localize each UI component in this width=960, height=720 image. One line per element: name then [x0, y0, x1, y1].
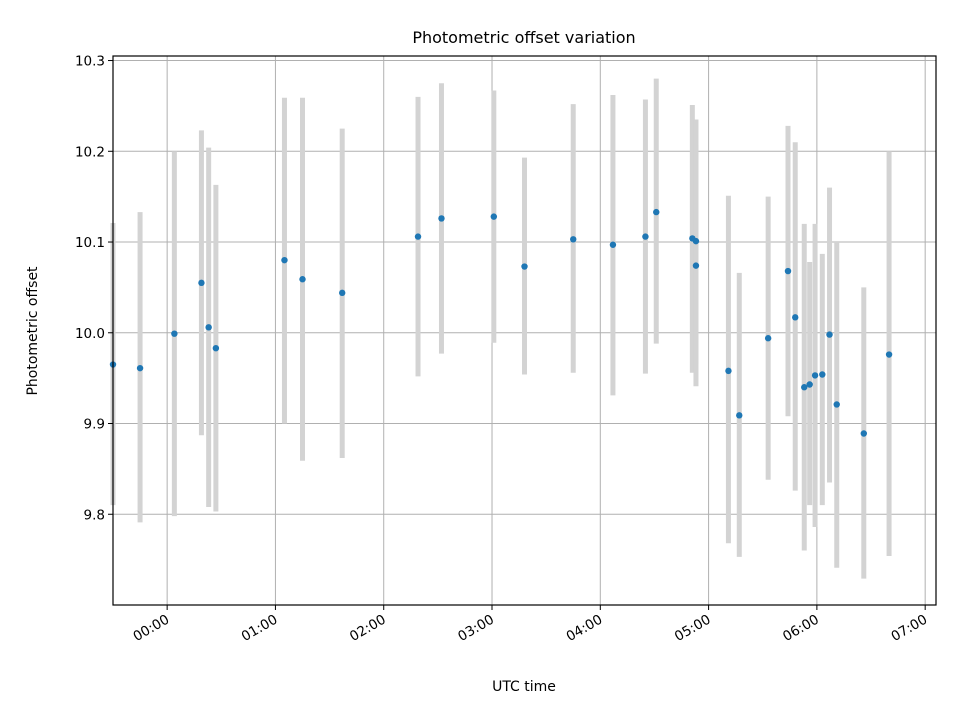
data-point	[833, 401, 840, 408]
data-point	[826, 331, 833, 338]
y-axis-label: Photometric offset	[25, 266, 41, 396]
data-point	[860, 430, 868, 437]
data-point	[885, 351, 893, 358]
data-point	[692, 262, 700, 269]
data-point	[811, 372, 819, 379]
data-point	[692, 237, 700, 245]
data-point	[801, 384, 808, 391]
y-tick-label: 10.1	[75, 235, 105, 251]
plot-area-frame	[112, 55, 937, 606]
y-tick-label: 9.8	[84, 507, 105, 523]
y-tick-label: 9.9	[84, 417, 105, 433]
data-points	[109, 208, 893, 437]
data-point	[736, 412, 743, 419]
data-point	[784, 267, 792, 275]
y-tick-label: 10.0	[75, 326, 105, 342]
data-point	[642, 233, 649, 240]
chart-title: Photometric offset variation	[412, 28, 635, 47]
data-point	[725, 367, 732, 375]
data-point	[136, 364, 144, 372]
data-point	[490, 213, 498, 220]
data-point	[764, 335, 772, 342]
data-point	[609, 241, 617, 248]
y-axis-ticks: 9.8 9.9 10.0 10.1 10.2 10.3	[75, 54, 113, 523]
x-axis-label: UTC time	[492, 679, 556, 695]
data-point	[198, 279, 205, 287]
data-point	[521, 263, 528, 270]
data-point	[339, 289, 346, 297]
data-point	[281, 256, 288, 264]
data-point	[570, 236, 577, 243]
y-tick-label: 10.2	[75, 144, 105, 160]
data-point	[819, 371, 826, 378]
data-point	[653, 208, 660, 216]
data-point	[299, 276, 306, 283]
data-point	[806, 381, 813, 388]
data-point	[414, 233, 422, 240]
data-point	[212, 344, 220, 352]
data-point	[205, 324, 212, 331]
data-point	[792, 314, 799, 321]
data-point	[171, 330, 178, 337]
data-point	[438, 215, 445, 222]
y-tick-label: 10.3	[75, 54, 105, 70]
